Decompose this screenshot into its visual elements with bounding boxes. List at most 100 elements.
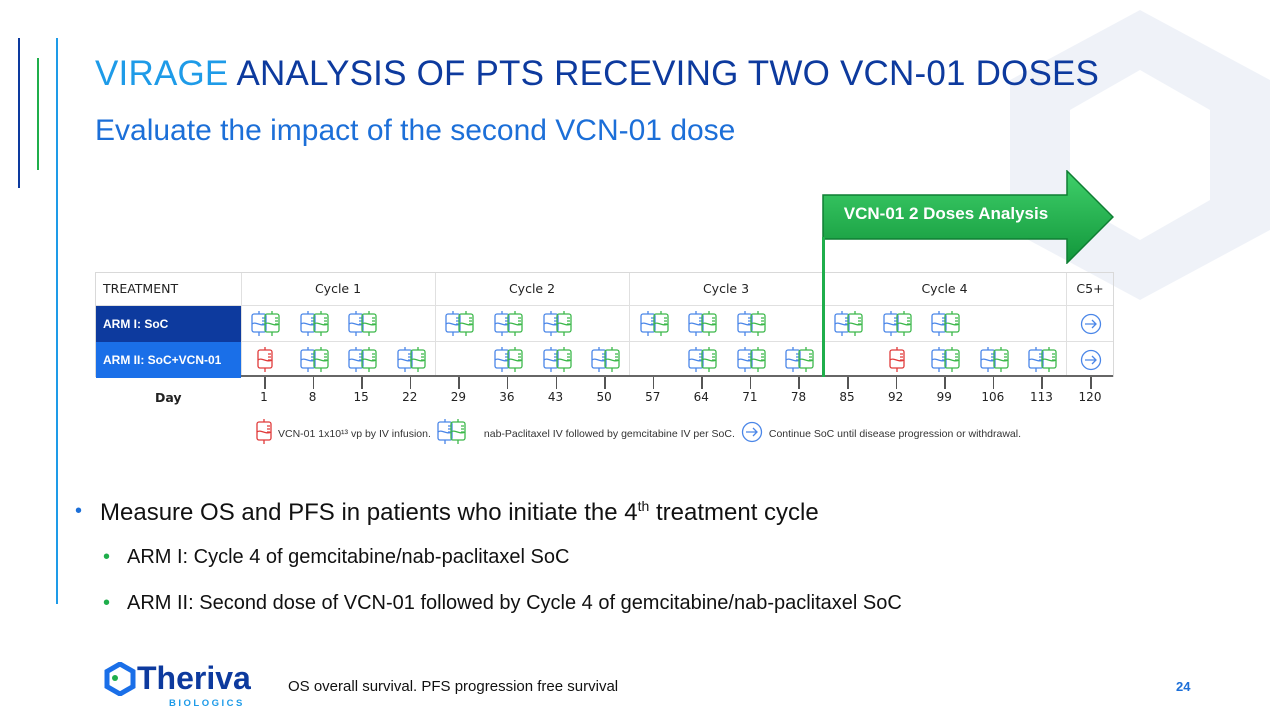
page-title: VIRAGE ANALYSIS OF PTS RECEVING TWO VCN-… (95, 54, 1099, 94)
soc-bags-icon (494, 346, 523, 379)
page-subtitle: Evaluate the impact of the second VCN-01… (95, 114, 736, 147)
bullet-dot: • (103, 546, 111, 568)
theriva-logo: Theriva BIOLOGICS (103, 662, 251, 712)
soc-bags-icon (542, 346, 572, 379)
row-divider (96, 341, 1113, 342)
footnote: OS overall survival. PFS progression fre… (288, 678, 619, 695)
treatment-header: TREATMENT (103, 281, 179, 296)
day-label: Day (155, 390, 182, 405)
day-tick (847, 377, 849, 389)
bullet-dot: • (75, 500, 83, 522)
bullet-main-sup: th (637, 498, 650, 514)
day-tick (409, 377, 412, 389)
soc-bags-icon (688, 310, 717, 343)
soc-bags-icon (931, 346, 960, 379)
day-tick (1090, 377, 1092, 389)
day-tick (992, 377, 995, 389)
day-tick (749, 377, 752, 389)
legend-soc: nab-Paclitaxel IV followed by gemcitabin… (483, 427, 735, 440)
day-number: 78 (790, 390, 807, 404)
analysis-arrow (822, 170, 1114, 264)
day-number: 1 (260, 390, 268, 404)
accent-line-light (56, 38, 58, 604)
legend: VCN-01 1x10¹³ vp by IV infusion. nab-Pac… (256, 418, 1027, 449)
logo-sub: BIOLOGICS (169, 698, 245, 709)
cycle-header-4: Cycle 4 (921, 281, 968, 296)
soc-bags-icon (931, 310, 960, 343)
day-tick (312, 377, 315, 389)
bullet-main: • Measure OS and PFS in patients who init… (75, 498, 819, 527)
title-highlight: VIRAGE (95, 54, 229, 93)
soc-bags-icon (834, 310, 863, 343)
soc-bags-icon (437, 418, 478, 449)
continue-arrow-icon[interactable] (1080, 313, 1102, 340)
soc-bags-icon (1028, 346, 1058, 379)
soc-bags-icon (542, 310, 572, 343)
page-number: 24 (1176, 679, 1191, 694)
day-number: 99 (936, 390, 952, 404)
soc-bags-icon (980, 346, 1009, 379)
bullet-dot: • (103, 592, 111, 614)
day-tick (458, 377, 460, 389)
cycle-header-5: C5+ (1076, 281, 1104, 296)
vcn-bag-icon (888, 346, 905, 379)
soc-bags-icon (737, 310, 766, 343)
column-divider (435, 273, 436, 376)
day-tick (506, 377, 509, 389)
legend-continue: Continue SoC until disease progression o… (768, 427, 1022, 440)
day-number: 120 (1078, 390, 1102, 404)
soc-bags-icon (640, 310, 669, 343)
day-number: 57 (645, 390, 661, 404)
day-tick (701, 377, 703, 389)
treatment-schedule-table: TREATMENT Cycle 1 Cycle 2 Cycle 3 Cycle 4 C5… (95, 272, 1114, 379)
soc-bags-icon (348, 346, 377, 379)
soc-bags-icon (299, 310, 329, 343)
soc-bags-icon (397, 346, 426, 379)
day-number: 106 (981, 390, 1005, 404)
day-number: 92 (888, 390, 904, 404)
day-number: 50 (596, 390, 612, 404)
day-number: 71 (742, 390, 758, 404)
soc-bags-icon (785, 346, 815, 379)
legend-vcn: VCN-01 1x10¹³ vp by IV infusion. (278, 427, 431, 440)
day-number: 64 (693, 390, 709, 404)
row-divider (96, 305, 1113, 306)
day-tick (361, 377, 363, 389)
day-number: 85 (839, 390, 855, 404)
analysis-arrow-label: VCN-01 2 Doses Analysis (843, 204, 1049, 223)
accent-line-blue (18, 38, 20, 188)
day-tick (1041, 377, 1043, 389)
day-number: 36 (499, 390, 515, 404)
bullet-sub-text: ARM I: Cycle 4 of gemcitabine/nab-paclit… (127, 546, 570, 568)
bullet-sub: • ARM II: Second dose of VCN-01 followed … (103, 592, 902, 615)
day-tick (264, 377, 266, 389)
soc-bags-icon (251, 310, 280, 343)
soc-bags-icon (591, 346, 620, 379)
day-number: 113 (1029, 390, 1053, 404)
soc-bags-icon (737, 346, 766, 379)
soc-bags-icon (882, 310, 912, 343)
cycle-header-3: Cycle 3 (702, 281, 750, 296)
continue-arrow-icon[interactable] (1080, 349, 1102, 376)
continue-arrow-icon (741, 421, 763, 446)
bullet-main-text-end: treatment cycle (649, 499, 819, 526)
day-tick (555, 377, 558, 389)
accent-line-green (37, 58, 39, 170)
soc-bags-icon (494, 310, 523, 343)
arm-label: ARM II: SoC+VCN-01 (96, 342, 241, 378)
soc-bags-icon (688, 346, 717, 379)
day-tick (895, 377, 898, 389)
arm-label: ARM I: SoC (96, 306, 241, 342)
soc-bags-icon (445, 310, 474, 343)
soc-bags-icon (348, 310, 377, 343)
day-tick (652, 377, 655, 389)
bullet-main-text: Measure OS and PFS in patients who initi… (100, 499, 638, 526)
day-number: 29 (450, 390, 466, 404)
day-tick (798, 377, 800, 389)
column-divider (1066, 273, 1067, 376)
day-number: 22 (402, 390, 418, 404)
cycle-header-1: Cycle 1 (314, 281, 362, 296)
logo-name: Theriva (137, 660, 251, 696)
day-tick (944, 377, 946, 389)
logo-hex-icon (104, 662, 136, 696)
